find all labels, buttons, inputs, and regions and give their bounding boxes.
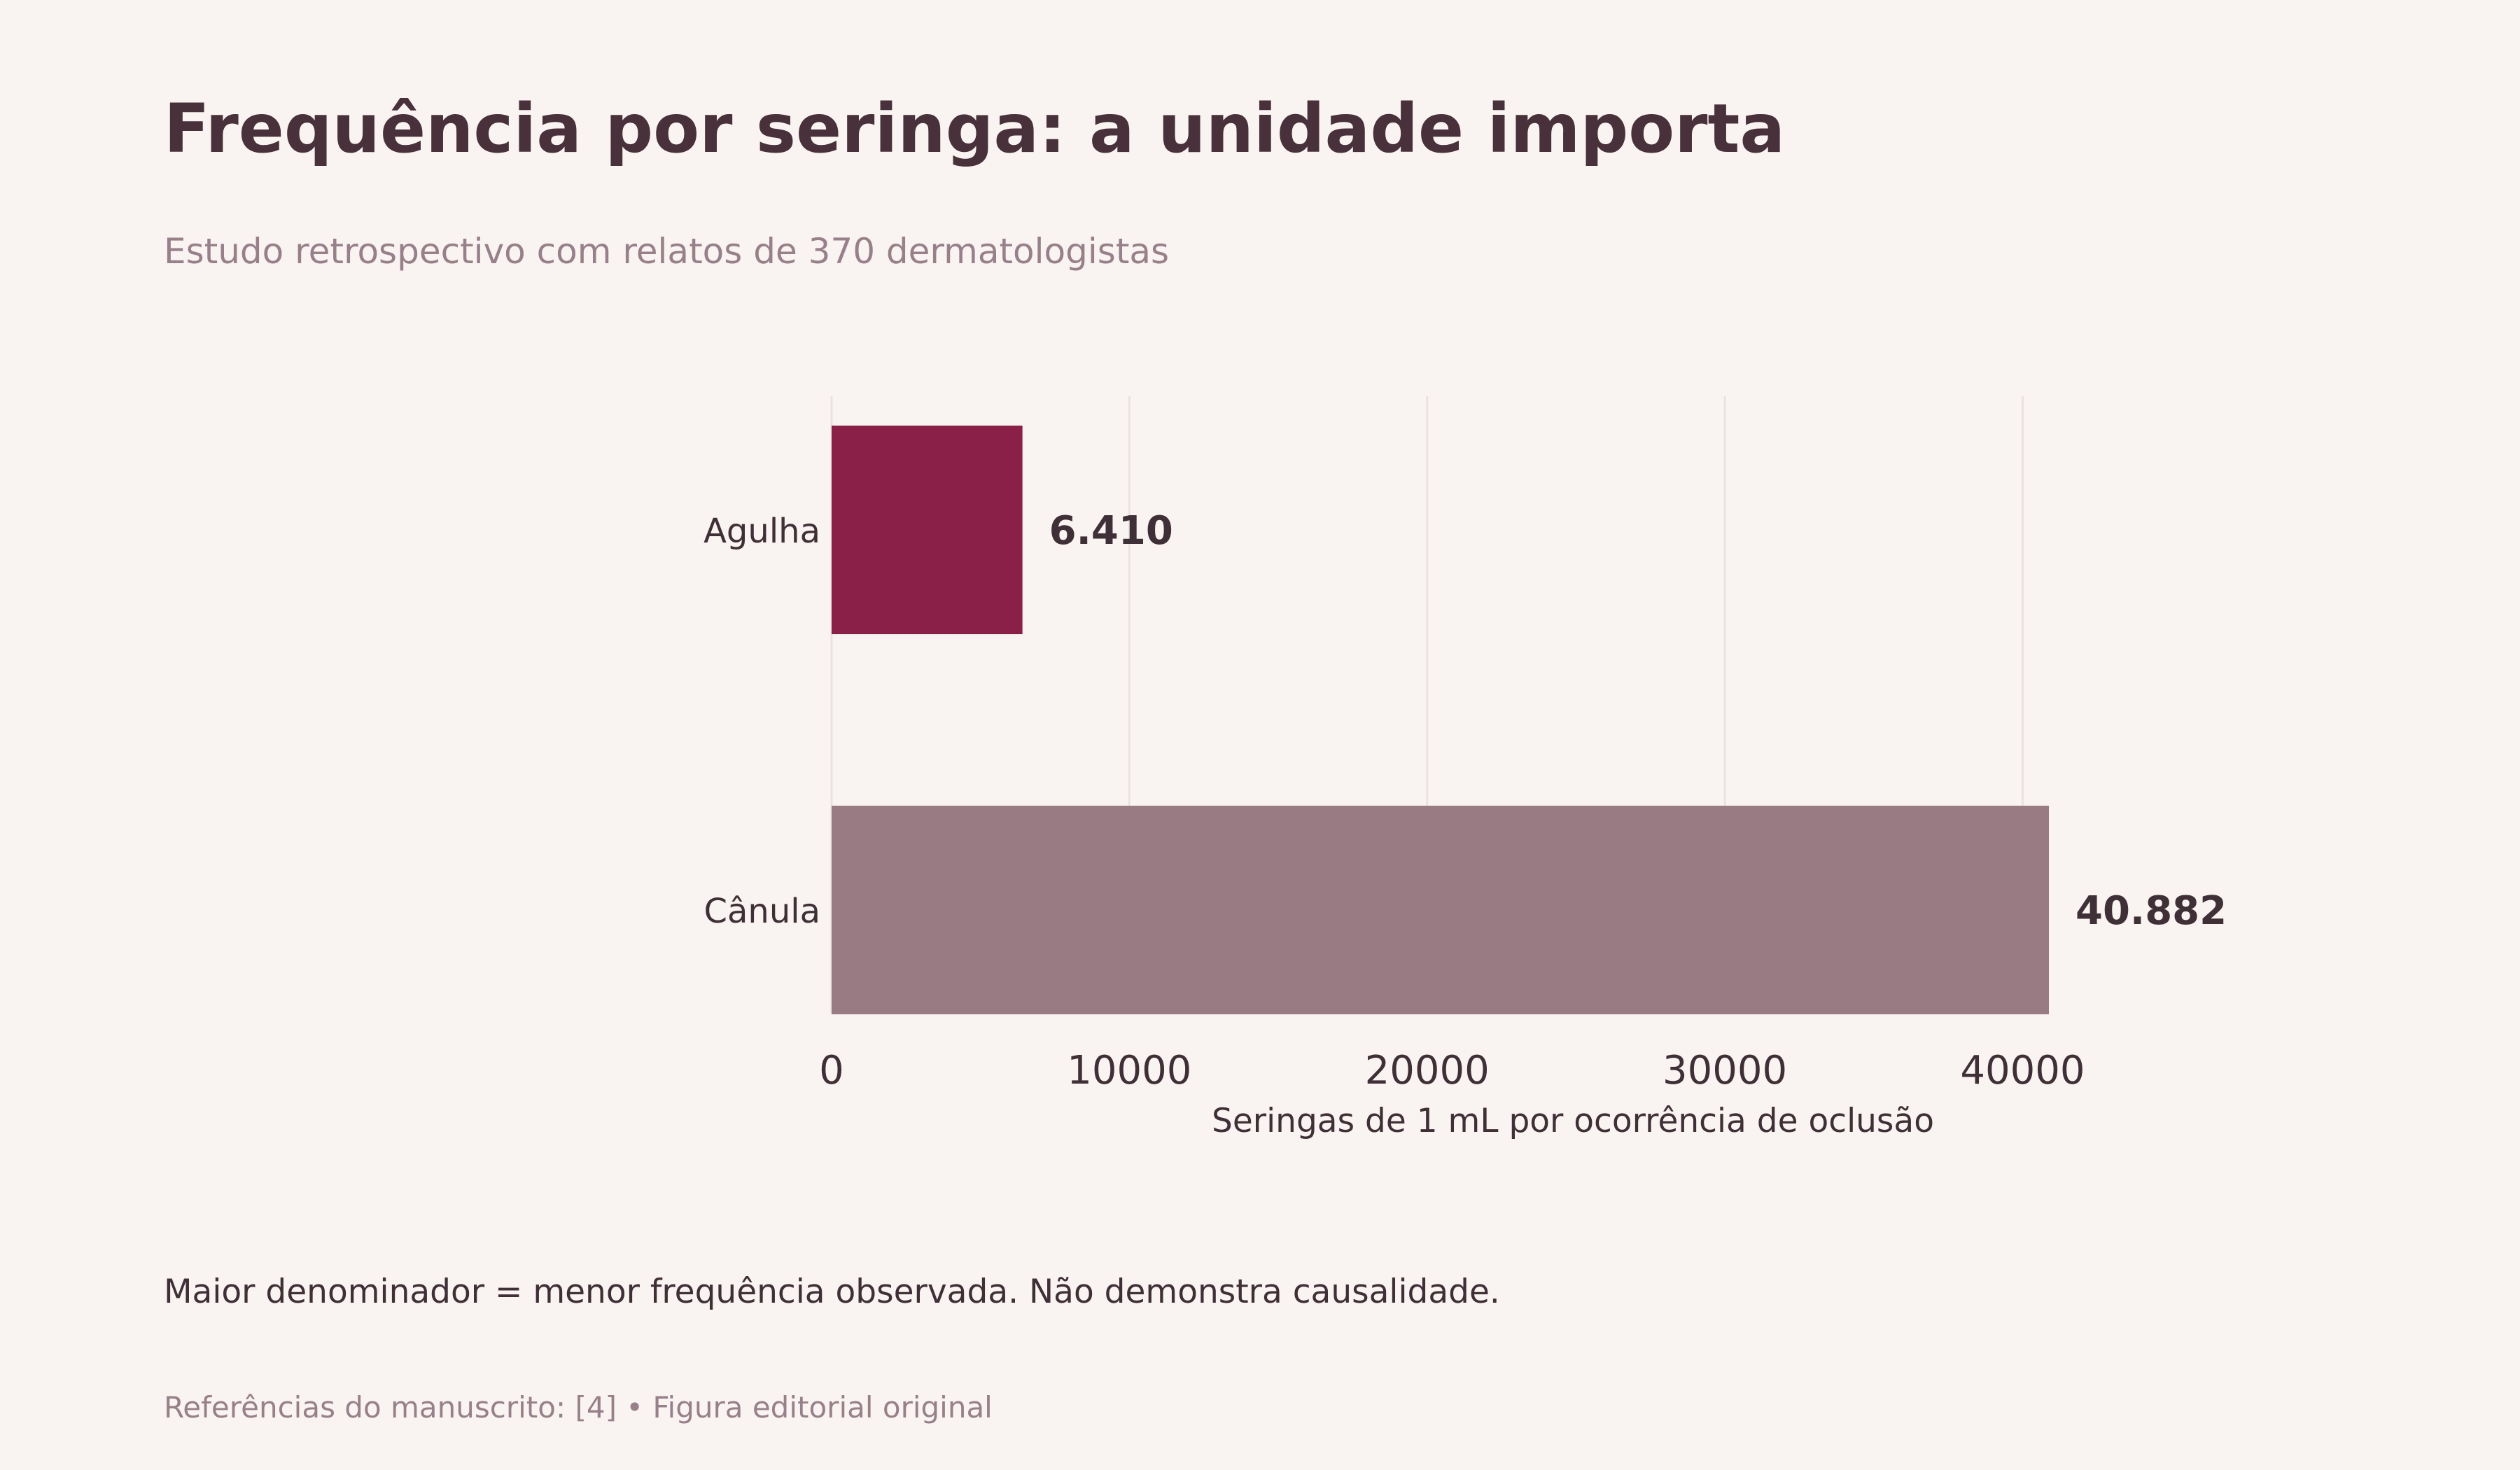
bars — [832, 426, 2049, 1014]
x-tick-label: 0 — [819, 1048, 844, 1093]
category-label: Agulha — [704, 512, 820, 551]
value-label: 6.410 — [1049, 508, 1173, 554]
x-tick-label: 10000 — [1067, 1048, 1191, 1093]
x-tick-label: 40000 — [1960, 1048, 2085, 1093]
footnote: Maior denominador = menor frequência obs… — [164, 1273, 1500, 1311]
bar-canula — [832, 806, 2049, 1014]
x-axis-label: Seringas de 1 mL por ocorrência de oclus… — [1212, 1102, 1934, 1140]
category-label: Cânula — [704, 892, 820, 931]
value-label: 40.882 — [2076, 888, 2227, 934]
chart-title: Frequência por seringa: a unidade import… — [164, 90, 1786, 168]
x-tick-label: 20000 — [1365, 1048, 1490, 1093]
labels: 0 10000 20000 30000 40000 Agulha 6.410 Cânula 40… — [704, 508, 2227, 1093]
bar-chart: 0 10000 20000 30000 40000 Agulha 6.410 Cânula 40… — [704, 396, 2227, 1140]
bar-agulha — [832, 426, 1023, 634]
x-tick-label: 30000 — [1662, 1048, 1787, 1093]
source-line: Referências do manuscrito: [4] • Figura … — [164, 1390, 993, 1424]
chart-subtitle: Estudo retrospectivo com relatos de 370 … — [164, 231, 1170, 272]
